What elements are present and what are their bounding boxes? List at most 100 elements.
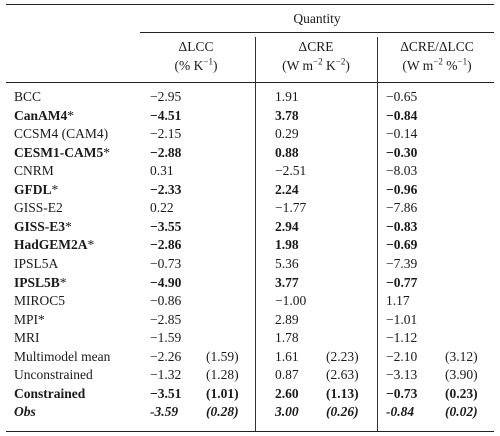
model-label: MRI (14, 330, 40, 346)
model-name: CNRM (14, 163, 54, 179)
star-marker: * (65, 218, 72, 234)
cell-ratio: −1.12 (386, 330, 418, 346)
model-name: MPI* (14, 312, 45, 328)
col-header-lcc: ΔLCC (178, 39, 214, 54)
cell-cre: 3.78 (275, 107, 299, 123)
cell-cre: 1.91 (275, 89, 299, 104)
col-header-cre: ΔCRE (298, 39, 334, 54)
bottom-rule (6, 431, 494, 433)
cell-lcc: −1.59 (150, 330, 182, 346)
cell-ratio: −0.96 (386, 181, 418, 197)
model-label: Unconstrained (14, 367, 93, 383)
cell-cre: −1.77 (275, 200, 307, 216)
cell-ratio-p: (0.02) (445, 404, 478, 420)
cell-cre: 3.00 (275, 404, 299, 420)
cell-cre: 3.77 (275, 274, 299, 290)
cell-lcc: −0.73 (150, 255, 182, 271)
cell-lcc-p: (1.28) (206, 367, 239, 383)
vertical-rule-2 (377, 37, 378, 431)
model-label: IPSL5A (14, 255, 59, 271)
cell-ratio: −0.83 (386, 218, 418, 234)
model-label: GISS-E3 (14, 218, 66, 234)
top-rule (6, 4, 494, 6)
model-name: GFDL* (14, 182, 58, 198)
model-name: GISS-E2 (14, 200, 63, 216)
cell-cre: 0.88 (275, 144, 299, 160)
model-name: MRI (14, 330, 40, 346)
model-name: CCSM4 (CAM4) (14, 126, 108, 142)
model-name: Obs (14, 404, 36, 420)
star-marker: * (59, 274, 67, 290)
model-name: Multimodel mean (14, 349, 110, 365)
cell-lcc: −3.55 (150, 218, 182, 234)
model-label: Multimodel mean (14, 348, 111, 364)
cell-lcc: −2.33 (150, 181, 182, 197)
cell-ratio: −0.69 (386, 237, 418, 253)
model-label: GISS-E2 (14, 200, 63, 216)
cell-cre: 0.87 (275, 367, 299, 383)
header-rule (6, 82, 494, 83)
model-label: MIROC5 (14, 293, 66, 309)
model-name: MIROC5 (14, 293, 65, 309)
cell-cre: 0.29 (275, 126, 299, 142)
model-name: Constrained (14, 386, 85, 402)
cell-lcc: −1.32 (150, 367, 182, 383)
col-unit-cre: (W m−2 K−2) (282, 56, 350, 73)
cell-ratio: −8.03 (386, 163, 418, 179)
cell-cre: 2.89 (275, 311, 299, 327)
cell-cre: 1.61 (275, 348, 299, 364)
cell-cre: 1.78 (275, 330, 299, 346)
cell-lcc-p: (1.01) (206, 385, 239, 401)
star-marker: * (38, 311, 45, 327)
model-name: BCC (14, 89, 41, 105)
cell-ratio: −7.86 (386, 200, 418, 216)
cell-lcc: 0.22 (150, 200, 174, 216)
cell-lcc: −4.51 (150, 107, 182, 123)
cell-ratio: −0.14 (386, 126, 418, 142)
cell-cre: −1.00 (275, 293, 307, 309)
cell-ratio: −0.73 (386, 385, 418, 401)
model-label: MPI (14, 311, 39, 327)
cell-lcc: −0.86 (150, 293, 182, 309)
cell-cre: 5.36 (275, 255, 299, 271)
model-label: IPSL5B (14, 274, 60, 290)
col-header-ratio: ΔCRE/ΔLCC (400, 39, 474, 54)
cell-cre: 2.24 (275, 181, 299, 197)
cell-lcc: −2.95 (150, 89, 182, 104)
cell-ratio-p: (3.12) (445, 348, 478, 364)
cell-cre-p: (2.23) (326, 348, 359, 364)
model-label: GFDL (14, 181, 52, 197)
model-label: CCSM4 (CAM4) (14, 126, 109, 142)
cell-cre-p: (2.63) (326, 367, 359, 383)
cell-ratio: −0.30 (386, 144, 418, 160)
cell-lcc-p: (0.28) (206, 404, 239, 420)
cell-ratio: −7.39 (386, 255, 418, 271)
cell-lcc: −2.85 (150, 311, 182, 327)
cell-cre-p: (0.26) (326, 404, 359, 420)
cell-lcc: −4.90 (150, 274, 182, 290)
star-marker: * (51, 181, 59, 197)
cell-lcc-p: (1.59) (206, 348, 239, 364)
model-label: HadGEM2A (14, 237, 88, 253)
col-unit-ratio: (W m−2 %−1) (402, 56, 472, 73)
model-name: HadGEM2A* (14, 237, 94, 253)
cell-ratio-p: (0.23) (445, 385, 478, 401)
cell-cre-p: (1.13) (326, 385, 359, 401)
cell-lcc: −3.51 (150, 385, 182, 401)
model-label: CESM1-CAM5 (14, 144, 104, 160)
cell-lcc: −2.88 (150, 144, 182, 160)
cell-ratio-p: (3.90) (445, 367, 478, 383)
model-name: IPSL5A (14, 256, 58, 272)
model-name: CESM1-CAM5* (14, 145, 110, 161)
vertical-rule-1 (255, 37, 256, 431)
cell-cre: −2.51 (275, 163, 307, 179)
model-label: BCC (14, 89, 42, 104)
cell-ratio: −3.13 (386, 367, 418, 383)
cell-ratio: -0.84 (386, 404, 415, 420)
cell-ratio: −0.84 (386, 107, 418, 123)
model-name: CanAM4* (14, 108, 74, 124)
cell-lcc: 0.31 (150, 163, 174, 179)
cell-cre: 1.98 (275, 237, 299, 253)
star-marker: * (87, 237, 95, 253)
